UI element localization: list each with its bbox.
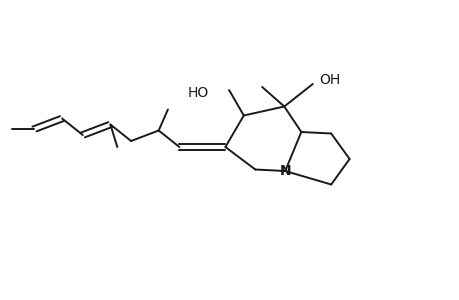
Text: N: N: [279, 164, 291, 178]
Text: OH: OH: [319, 73, 340, 86]
Text: HO: HO: [188, 86, 209, 100]
